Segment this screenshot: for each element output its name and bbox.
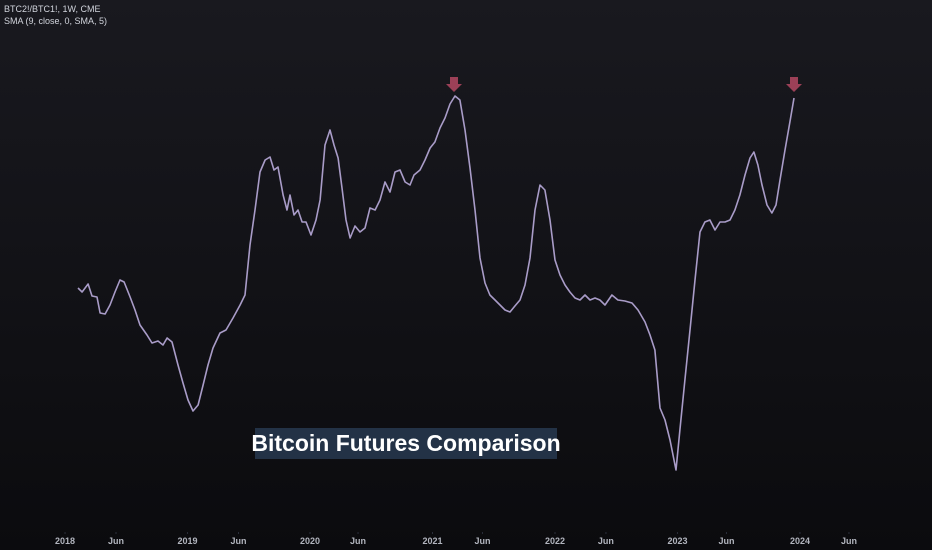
x-tick-label: Jun: [718, 536, 734, 546]
x-tick-label: 2021: [422, 536, 442, 546]
x-tick-label: Jun: [841, 536, 857, 546]
x-tick-label: Jun: [230, 536, 246, 546]
arrow-marker: [446, 77, 462, 92]
x-tick-label: Jun: [598, 536, 614, 546]
x-tick-label: 2019: [178, 536, 198, 546]
arrow-marker: [786, 77, 802, 92]
x-tick-label: Jun: [474, 536, 490, 546]
x-tick-label: 2023: [667, 536, 687, 546]
x-tick-label: Jun: [350, 536, 366, 546]
title-box: [255, 428, 557, 459]
chart-title: Bitcoin Futures Comparison: [251, 430, 560, 456]
x-tick-label: 2024: [790, 536, 810, 546]
x-tick-label: Jun: [108, 536, 124, 546]
x-tick-label: 2022: [545, 536, 565, 546]
symbol-header: BTC2!/BTC1!, 1W, CME: [4, 4, 101, 14]
x-tick-label: 2020: [300, 536, 320, 546]
x-tick-label: 2018: [55, 536, 75, 546]
data-line: [77, 95, 795, 471]
indicator-header: SMA (9, close, 0, SMA, 5): [4, 16, 107, 26]
